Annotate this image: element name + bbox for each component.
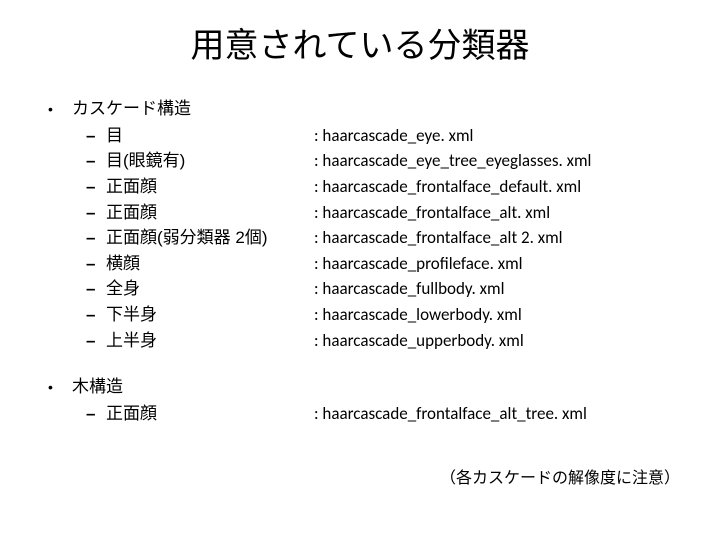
item-label: 正面顔 — [106, 175, 314, 200]
section-heading: カスケード構造 — [72, 97, 191, 122]
list-item: – 目 : haarcascade_eye. xml — [86, 124, 680, 149]
item-label: 正面顔 — [106, 201, 314, 226]
dash-icon: – — [86, 226, 106, 251]
item-label: 上半身 — [106, 329, 314, 354]
item-label: 目(眼鏡有) — [106, 149, 314, 174]
list-item: – 目(眼鏡有) : haarcascade_eye_tree_eyeglass… — [86, 149, 680, 174]
list-item: – 横顔 : haarcascade_profileface. xml — [86, 252, 680, 277]
list-item: – 正面顔 : haarcascade_frontalface_alt_tree… — [86, 402, 680, 427]
dash-icon: – — [86, 252, 106, 277]
dash-icon: – — [86, 175, 106, 200]
footnote: （各カスケードの解像度に注意） — [440, 464, 680, 488]
list-item: – 上半身 : haarcascade_upperbody. xml — [86, 329, 680, 354]
item-file: : haarcascade_upperbody. xml — [314, 329, 524, 354]
item-file: : haarcascade_eye. xml — [314, 124, 473, 149]
item-label: 横顔 — [106, 252, 314, 277]
dash-icon: – — [86, 201, 106, 226]
slide: 用意されている分類器 • カスケード構造 – 目 : haarcascade_e… — [0, 0, 720, 540]
item-label: 下半身 — [106, 303, 314, 328]
item-label: 目 — [106, 124, 314, 149]
section-heading-row: • 木構造 — [48, 375, 680, 400]
list-item: – 全身 : haarcascade_fullbody. xml — [86, 277, 680, 302]
list-item: – 下半身 : haarcascade_lowerbody. xml — [86, 303, 680, 328]
slide-body: • カスケード構造 – 目 : haarcascade_eye. xml – 目… — [0, 97, 720, 427]
dash-icon: – — [86, 124, 106, 149]
list-item: – 正面顔 : haarcascade_frontalface_default.… — [86, 175, 680, 200]
list-item: – 正面顔(弱分類器 2個) : haarcascade_frontalface… — [86, 226, 680, 251]
section-heading: 木構造 — [72, 375, 123, 400]
dash-icon: – — [86, 402, 106, 427]
item-file: : haarcascade_eye_tree_eyeglasses. xml — [314, 149, 591, 174]
item-file: : haarcascade_frontalface_alt_tree. xml — [314, 402, 587, 427]
item-file: : haarcascade_fullbody. xml — [314, 277, 504, 302]
dash-icon: – — [86, 149, 106, 174]
section-items: – 正面顔 : haarcascade_frontalface_alt_tree… — [86, 402, 680, 427]
bullet-dot-icon: • — [48, 99, 72, 119]
item-label: 全身 — [106, 277, 314, 302]
section-items: – 目 : haarcascade_eye. xml – 目(眼鏡有) : ha… — [86, 124, 680, 354]
dash-icon: – — [86, 277, 106, 302]
section-tree: • 木構造 – 正面顔 : haarcascade_frontalface_al… — [48, 375, 680, 426]
item-file: : haarcascade_lowerbody. xml — [314, 303, 522, 328]
item-file: : haarcascade_frontalface_alt 2. xml — [314, 226, 563, 251]
list-item: – 正面顔 : haarcascade_frontalface_alt. xml — [86, 201, 680, 226]
item-file: : haarcascade_profileface. xml — [314, 252, 523, 277]
section-cascade: • カスケード構造 – 目 : haarcascade_eye. xml – 目… — [48, 97, 680, 353]
dash-icon: – — [86, 329, 106, 354]
dash-icon: – — [86, 303, 106, 328]
item-file: : haarcascade_frontalface_default. xml — [314, 175, 581, 200]
item-label: 正面顔(弱分類器 2個) — [106, 226, 314, 251]
section-heading-row: • カスケード構造 — [48, 97, 680, 122]
item-file: : haarcascade_frontalface_alt. xml — [314, 201, 550, 226]
bullet-dot-icon: • — [48, 377, 72, 397]
slide-title: 用意されている分類器 — [0, 0, 720, 75]
item-label: 正面顔 — [106, 402, 314, 427]
